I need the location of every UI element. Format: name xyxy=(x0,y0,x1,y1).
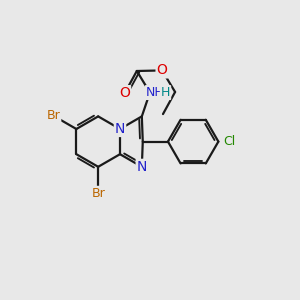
Text: N: N xyxy=(115,122,125,136)
Text: Cl: Cl xyxy=(223,135,235,148)
Text: Br: Br xyxy=(46,109,60,122)
Text: H: H xyxy=(161,86,170,99)
Text: O: O xyxy=(157,63,167,77)
Text: NH: NH xyxy=(146,86,165,99)
Text: O: O xyxy=(119,86,130,100)
Text: N: N xyxy=(136,160,147,174)
Text: Br: Br xyxy=(91,187,105,200)
